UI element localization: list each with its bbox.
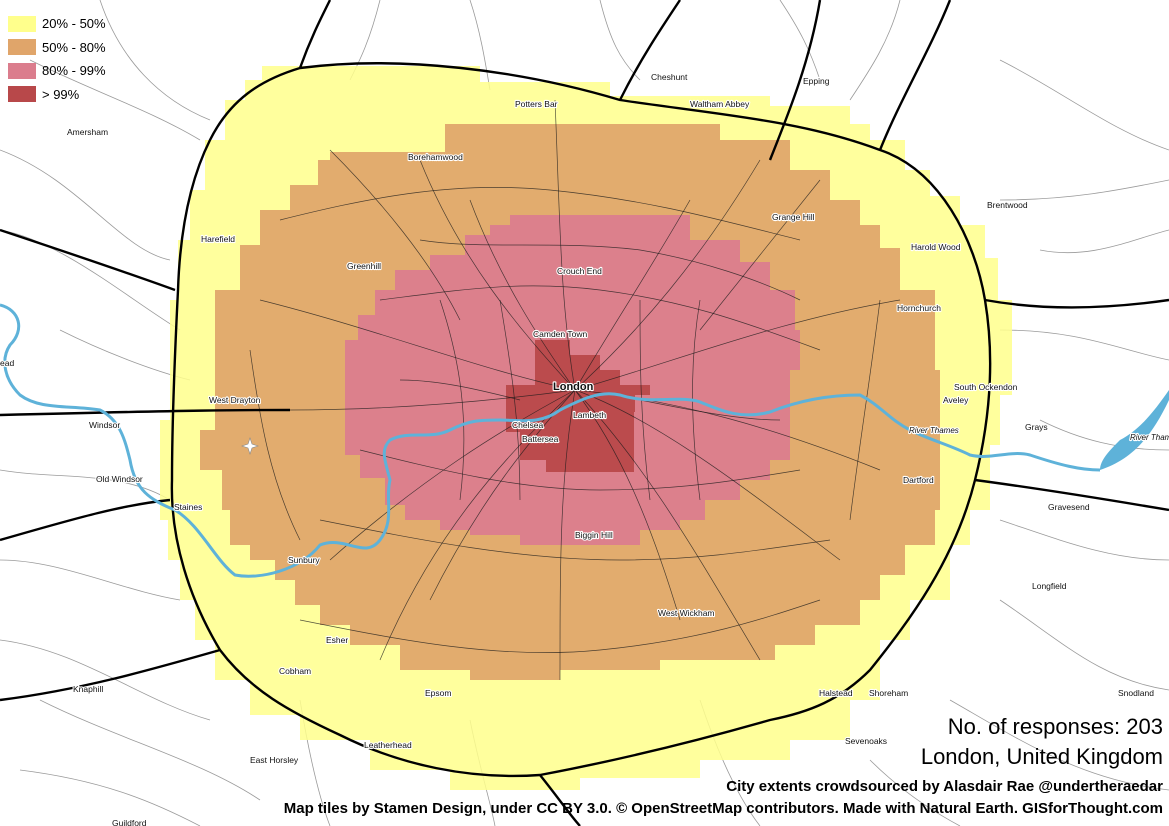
legend-label: > 99% — [42, 86, 80, 102]
place-label: Harold Wood — [911, 242, 961, 252]
place-label: Snodland — [1118, 688, 1154, 698]
place-label: Guildford — [112, 818, 147, 826]
place-label: Knaphill — [73, 684, 103, 694]
place-label: Battersea — [522, 434, 559, 444]
place-label: East Horsley — [250, 755, 299, 765]
place-label: Leatherhead — [364, 740, 412, 750]
place-label: Crouch End — [557, 266, 602, 276]
response-zones — [160, 66, 1012, 790]
place-label: River Thames — [1130, 433, 1169, 442]
place-label: West Wickham — [658, 608, 715, 618]
place-label: Sevenoaks — [845, 736, 887, 746]
place-label: Camden Town — [533, 329, 587, 339]
place-label: Cobham — [279, 666, 311, 676]
tiles-credit: Map tiles by Stamen Design, under CC BY … — [283, 800, 1163, 817]
legend-swatch — [8, 86, 36, 103]
place-label: Lambeth — [573, 410, 606, 420]
place-label: Borehamwood — [408, 152, 463, 162]
legend-label: 50% - 80% — [42, 39, 106, 55]
zone-over-99 — [506, 340, 650, 472]
place-label: Sunbury — [288, 555, 320, 565]
place-label: Dartford — [903, 475, 934, 485]
legend-swatch — [8, 39, 36, 56]
city-name: London, United Kingdom — [920, 744, 1163, 769]
legend-label: 80% - 99% — [42, 63, 106, 79]
airport-icon — [241, 437, 259, 455]
place-label: Epping — [803, 76, 830, 86]
place-label: River Thames — [909, 426, 959, 435]
place-label: Old Windsor — [96, 474, 143, 484]
place-label: London — [553, 381, 594, 393]
place-label: Waltham Abbey — [690, 99, 750, 109]
river-thames — [0, 303, 1169, 578]
place-label: Gravesend — [1048, 502, 1090, 512]
place-label: Greenhill — [347, 261, 381, 271]
place-label: Grays — [1025, 422, 1048, 432]
place-label: Esher — [326, 635, 348, 645]
place-labels: London Camden Town Chelsea Lambeth Batte… — [0, 71, 1169, 826]
legend-item: 80% - 99% — [8, 59, 106, 83]
responses-count: No. of responses: 203 — [947, 714, 1163, 739]
place-label: Windsor — [89, 420, 120, 430]
legend-item: > 99% — [8, 83, 106, 107]
place-label: Longfield — [1032, 581, 1067, 591]
legend-label: 20% - 50% — [42, 16, 106, 32]
place-label: Chelsea — [512, 420, 543, 430]
place-label: West Drayton — [209, 395, 261, 405]
place-label: ead — [0, 358, 14, 368]
place-label: Amersham — [67, 127, 108, 137]
place-label: Cheshunt — [651, 72, 688, 82]
crowdsource-credit: City extents crowdsourced by Alasdair Ra… — [726, 778, 1163, 795]
place-label: Aveley — [943, 395, 969, 405]
place-label: Potters Bar — [515, 99, 558, 109]
place-label: Harefield — [201, 234, 235, 244]
place-label: Staines — [174, 502, 202, 512]
legend-item: 20% - 50% — [8, 12, 106, 36]
place-label: Epsom — [425, 688, 451, 698]
place-label: Hornchurch — [897, 303, 941, 313]
legend-item: 50% - 80% — [8, 36, 106, 60]
place-label: Halstead — [819, 688, 853, 698]
place-label: South Ockendon — [954, 382, 1018, 392]
place-label: Shoreham — [869, 688, 908, 698]
place-label: Biggin Hill — [575, 530, 613, 540]
legend-swatch — [8, 62, 36, 79]
place-label: Grange Hill — [772, 212, 815, 222]
legend: 20% - 50% 50% - 80% 80% - 99% > 99% — [8, 12, 106, 106]
legend-swatch — [8, 15, 36, 32]
place-label: Brentwood — [987, 200, 1028, 210]
